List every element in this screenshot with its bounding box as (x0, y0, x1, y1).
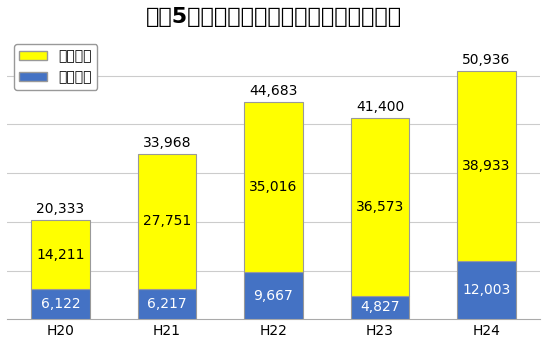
Text: 9,667: 9,667 (254, 289, 293, 303)
Title: 過去5年の違法・有害情報該当件数の推移: 過去5年の違法・有害情報該当件数の推移 (146, 7, 401, 27)
Text: 12,003: 12,003 (462, 283, 511, 297)
Bar (351, 118, 409, 296)
Bar (31, 289, 90, 319)
Text: 20,333: 20,333 (37, 202, 85, 216)
Text: 33,968: 33,968 (143, 136, 191, 150)
Bar (457, 71, 516, 261)
Text: 4,827: 4,827 (360, 300, 400, 314)
Bar (457, 261, 516, 319)
Bar (351, 296, 409, 319)
Bar (31, 220, 90, 289)
Text: 35,016: 35,016 (249, 180, 298, 194)
Text: 41,400: 41,400 (356, 100, 404, 114)
Bar (138, 154, 196, 289)
Text: 14,211: 14,211 (36, 248, 85, 262)
Bar (244, 102, 303, 272)
Text: 27,751: 27,751 (143, 214, 191, 228)
Text: 6,217: 6,217 (147, 297, 187, 311)
Text: 38,933: 38,933 (462, 159, 511, 173)
Text: 50,936: 50,936 (462, 53, 511, 67)
Bar (244, 272, 303, 319)
Text: 44,683: 44,683 (249, 84, 298, 98)
Text: 36,573: 36,573 (356, 200, 404, 214)
Bar (138, 289, 196, 319)
Legend: 違法情報, 有害情報: 違法情報, 有害情報 (14, 44, 97, 90)
Text: 6,122: 6,122 (40, 297, 80, 311)
